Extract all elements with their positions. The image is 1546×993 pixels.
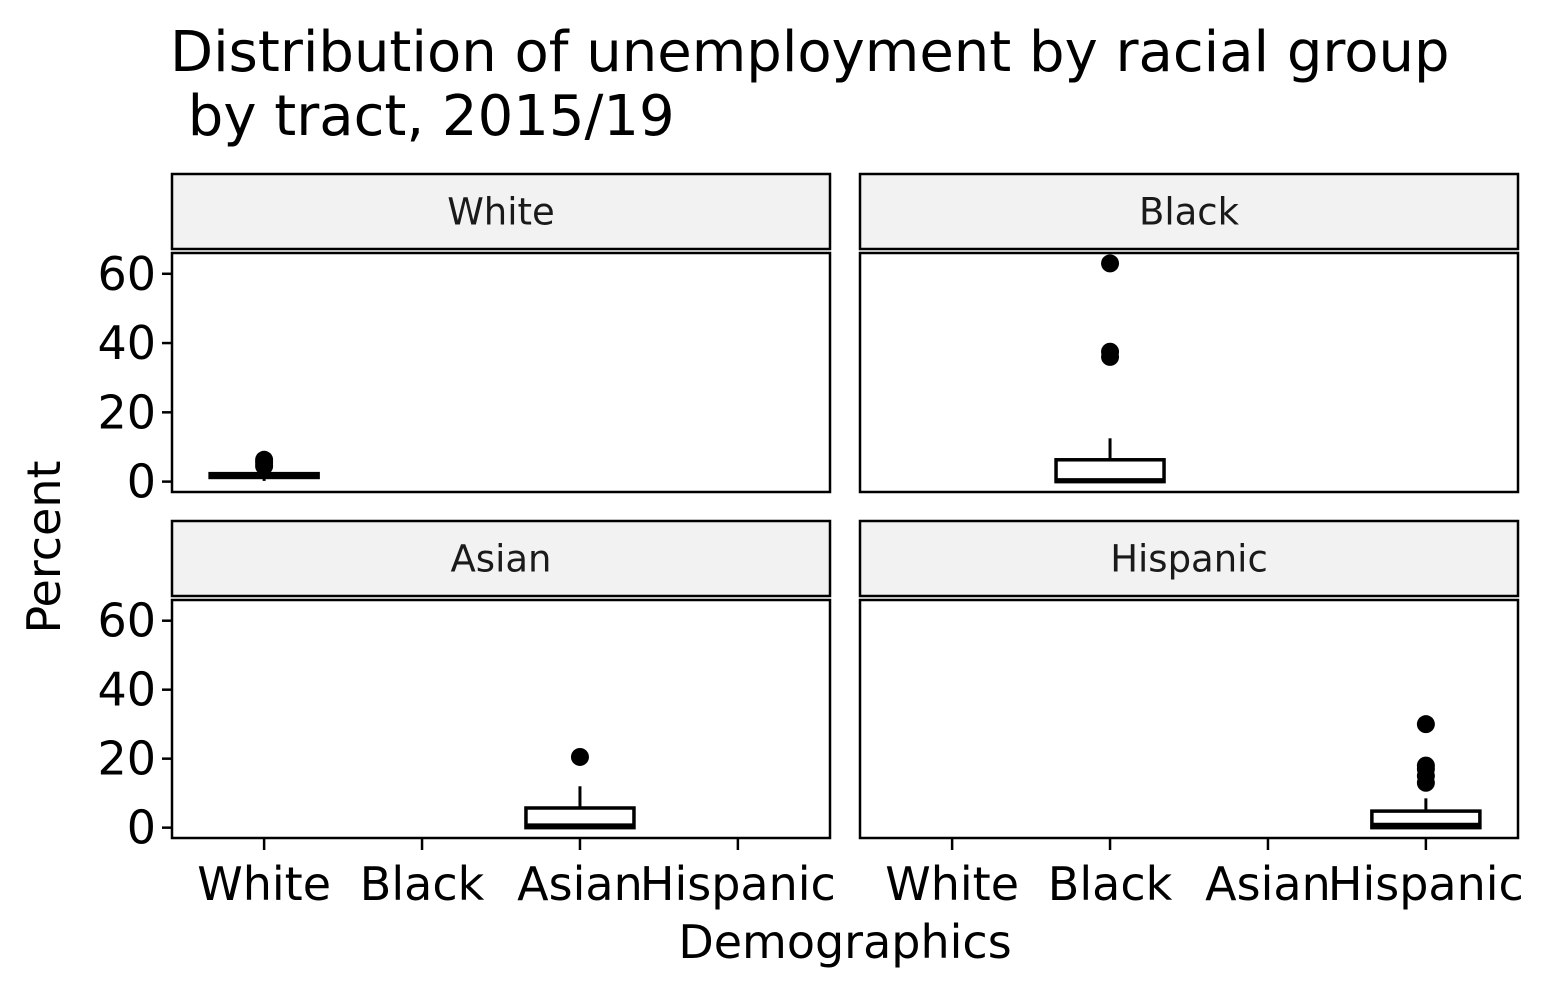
- x-tick-label: White: [885, 857, 1019, 911]
- facet-panels: White 0 20 40 60 Black Asian 0 20 40 60 White Black A…: [97, 172, 1524, 911]
- panel-border: [170, 598, 832, 840]
- panel-border: [858, 251, 1520, 494]
- y-tick-label: 20: [97, 732, 156, 786]
- strip-label: White: [447, 191, 555, 234]
- outlier-point: [255, 450, 274, 469]
- strip-background: [170, 519, 832, 598]
- chart-title: Distribution of unemployment by racial g…: [170, 20, 1450, 85]
- strip-background: [858, 172, 1520, 251]
- x-tick-label: Asian: [517, 857, 643, 911]
- panel-border: [170, 251, 832, 494]
- y-tick-label: 40: [97, 316, 156, 370]
- x-tick-label: Black: [360, 857, 485, 911]
- y-axis-title: Percent: [17, 460, 71, 633]
- y-tick-label: 40: [97, 663, 156, 717]
- x-tick-label: Hispanic: [1328, 857, 1524, 911]
- y-tick-label: 0: [127, 801, 156, 855]
- panel-border: [858, 598, 1520, 840]
- y-tick-label: 0: [127, 455, 156, 509]
- x-axis-title: Demographics: [678, 915, 1011, 969]
- strip-label: Asian: [451, 538, 552, 581]
- strip-background: [170, 172, 832, 251]
- outlier-point: [1101, 342, 1120, 361]
- y-tick-label: 20: [97, 385, 156, 439]
- strip-background: [858, 519, 1520, 598]
- panel-black: Black: [858, 172, 1520, 494]
- outlier-point: [1416, 715, 1435, 734]
- outlier-point: [570, 747, 589, 766]
- x-tick-label: Hispanic: [640, 857, 836, 911]
- x-tick-label: Asian: [1205, 857, 1331, 911]
- y-tick-label: 60: [97, 594, 156, 648]
- x-tick-label: White: [197, 857, 331, 911]
- panel-white: White 0 20 40 60: [97, 172, 832, 509]
- outlier-point: [1101, 254, 1120, 273]
- strip-label: Black: [1139, 191, 1240, 234]
- outlier-point: [1416, 756, 1435, 775]
- x-tick-label: Black: [1048, 857, 1173, 911]
- strip-label: Hispanic: [1110, 538, 1268, 581]
- chart-subtitle: by tract, 2015/19: [170, 84, 675, 149]
- y-tick-label: 60: [97, 247, 156, 301]
